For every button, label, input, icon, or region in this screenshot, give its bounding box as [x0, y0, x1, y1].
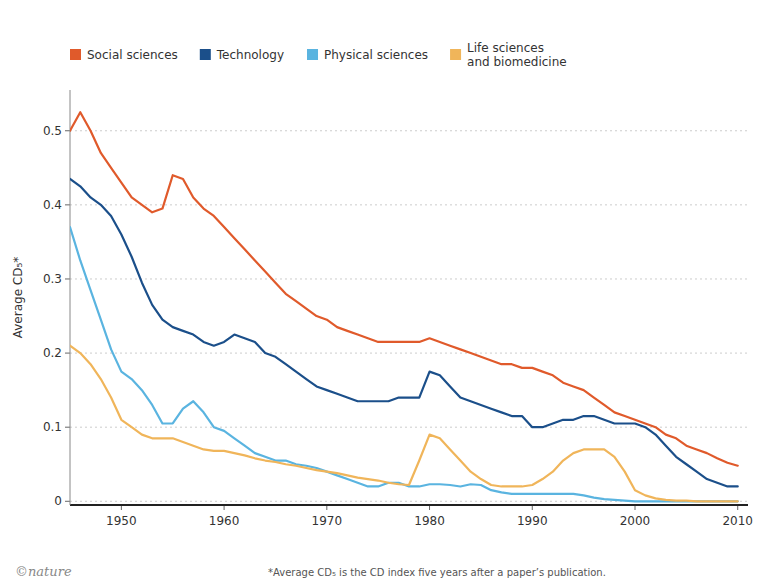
- y-tick: [65, 278, 70, 279]
- x-axis: [70, 504, 748, 506]
- y-axis-label: Average CD₅*: [11, 257, 25, 339]
- lines: [70, 112, 738, 501]
- y-tick-label: 0.4: [43, 198, 62, 212]
- legend-label: Social sciences: [87, 48, 178, 62]
- series-line: [70, 227, 738, 501]
- y-axis: [70, 90, 71, 505]
- y-tick: [65, 427, 70, 428]
- grid-line: [70, 278, 748, 279]
- series-line: [70, 346, 738, 502]
- series-line: [70, 112, 738, 465]
- x-tick-label: 1980: [414, 514, 445, 528]
- x-tick-label: 2000: [620, 514, 651, 528]
- legend: Social sciences Technology Physical scienc…: [70, 41, 567, 69]
- y-tick: [65, 501, 70, 502]
- legend-swatch: [307, 49, 318, 60]
- legend-swatch: [70, 49, 81, 60]
- x-tick-label: 1960: [209, 514, 240, 528]
- legend-label: Physical sciences: [324, 48, 428, 62]
- legend-label: Technology: [216, 48, 284, 62]
- chart: 0 0.1 0.2 0.3 0.4 0.5 1950 1960 1970 1980 1990 2000…: [0, 0, 768, 586]
- y-tick-label: 0.5: [43, 124, 62, 138]
- y-tick-label: 0.1: [43, 420, 62, 434]
- x-tick-label: 2010: [722, 514, 753, 528]
- x-tick-label: 1970: [312, 514, 343, 528]
- grid: [70, 131, 748, 502]
- legend-swatch: [200, 49, 211, 60]
- footnote: *Average CD₅ is the CD index five years …: [268, 567, 606, 578]
- y-tick: [65, 204, 70, 205]
- y-tick-label: 0: [54, 494, 62, 508]
- grid-line: [70, 130, 748, 131]
- y-tick: [65, 130, 70, 131]
- y-tick: [65, 353, 70, 354]
- credit: ©nature: [15, 564, 72, 579]
- legend-swatch: [450, 49, 461, 60]
- x-tick-label: 1950: [106, 514, 137, 528]
- grid-line: [70, 353, 748, 354]
- x-tick-label: 1990: [517, 514, 548, 528]
- y-tick-label: 0.3: [43, 272, 62, 286]
- legend-label: Life sciencesand biomedicine: [467, 41, 567, 69]
- grid-line: [70, 204, 748, 205]
- series-line: [70, 179, 738, 487]
- y-tick-label: 0.2: [43, 346, 62, 360]
